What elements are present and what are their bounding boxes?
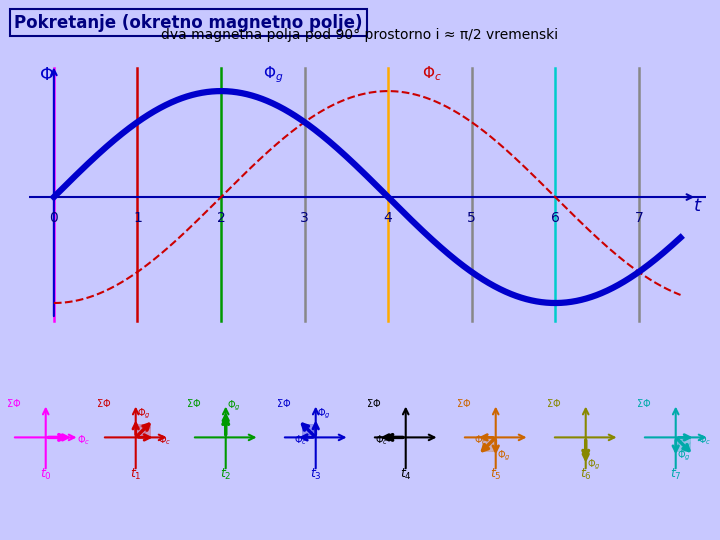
Text: 0: 0 <box>50 211 58 225</box>
Text: $\Phi_g$: $\Phi_g$ <box>677 449 691 463</box>
Text: $t_5$: $t_5$ <box>490 467 502 482</box>
Text: $\Phi_c$: $\Phi_c$ <box>294 433 307 447</box>
Text: $\Sigma\Phi$: $\Sigma\Phi$ <box>546 396 562 409</box>
Text: $\Phi_c$: $\Phi_c$ <box>474 433 487 447</box>
Text: $t_2$: $t_2$ <box>220 467 231 482</box>
Text: $\Sigma\Phi$: $\Sigma\Phi$ <box>456 396 472 409</box>
Polygon shape <box>482 437 496 451</box>
Text: $\Sigma\Phi$: $\Sigma\Phi$ <box>96 396 112 409</box>
Text: $\Phi$: $\Phi$ <box>39 66 54 84</box>
Text: 6: 6 <box>551 211 559 225</box>
Text: $\Phi_c$: $\Phi_c$ <box>421 64 441 83</box>
Text: $\Phi_c$: $\Phi_c$ <box>158 433 171 447</box>
Text: $\Phi_g$: $\Phi_g$ <box>587 457 601 471</box>
Polygon shape <box>135 423 150 437</box>
Text: $\Phi_g$: $\Phi_g$ <box>227 399 241 413</box>
Text: 3: 3 <box>300 211 309 225</box>
Text: 4: 4 <box>384 211 392 225</box>
Text: $\Phi_c$: $\Phi_c$ <box>76 433 90 447</box>
Text: $\Phi_c$: $\Phi_c$ <box>698 433 711 447</box>
Text: $\Phi_c$: $\Phi_c$ <box>375 433 388 447</box>
Text: $\Phi_g$: $\Phi_g$ <box>317 407 331 421</box>
Text: Pokretanje (okretno magnetno polje): Pokretanje (okretno magnetno polje) <box>14 14 363 31</box>
Text: $t_4$: $t_4$ <box>400 467 412 482</box>
Text: 2: 2 <box>217 211 225 225</box>
Text: dva magnetna polja pod 90° prostorno i ≈ π/2 vremenski: dva magnetna polja pod 90° prostorno i ≈… <box>161 28 559 42</box>
Text: $\Phi_g$: $\Phi_g$ <box>137 407 151 421</box>
Text: $t_6$: $t_6$ <box>580 467 592 482</box>
Text: $\Sigma\Phi$: $\Sigma\Phi$ <box>276 396 292 409</box>
Text: $t_7$: $t_7$ <box>670 467 682 482</box>
Text: 5: 5 <box>467 211 476 225</box>
Text: $\Sigma\Phi$: $\Sigma\Phi$ <box>6 396 22 409</box>
Text: $t_3$: $t_3$ <box>310 467 322 482</box>
Text: 1: 1 <box>133 211 142 225</box>
Text: $\Sigma\Phi$: $\Sigma\Phi$ <box>636 396 652 409</box>
Text: $t_0$: $t_0$ <box>40 467 52 482</box>
Text: $\Sigma\Phi$: $\Sigma\Phi$ <box>366 396 382 409</box>
Text: $t_1$: $t_1$ <box>130 467 142 482</box>
Polygon shape <box>302 423 316 437</box>
Text: $t$: $t$ <box>693 197 703 214</box>
Polygon shape <box>676 437 690 451</box>
Text: 7: 7 <box>634 211 643 225</box>
Text: $\Sigma\Phi$: $\Sigma\Phi$ <box>186 396 202 409</box>
Text: $\Phi_g$: $\Phi_g$ <box>497 449 511 463</box>
Text: $\Phi_g$: $\Phi_g$ <box>263 64 283 85</box>
